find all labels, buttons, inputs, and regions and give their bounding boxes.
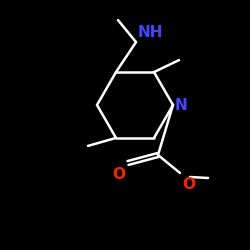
Text: NH: NH xyxy=(138,25,164,40)
Text: O: O xyxy=(112,167,125,182)
Text: O: O xyxy=(182,177,195,192)
Text: N: N xyxy=(175,98,188,112)
